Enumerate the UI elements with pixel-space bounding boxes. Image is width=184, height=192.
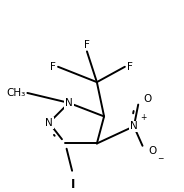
Text: I: I	[71, 178, 76, 191]
Text: CH₃: CH₃	[6, 88, 26, 98]
Text: F: F	[127, 62, 132, 72]
Text: −: −	[157, 154, 163, 163]
Text: O: O	[148, 146, 157, 156]
Text: N: N	[65, 98, 73, 108]
Text: F: F	[50, 62, 56, 72]
Text: F: F	[84, 40, 90, 50]
Text: N: N	[45, 118, 53, 128]
Text: N: N	[130, 121, 138, 131]
Text: +: +	[141, 113, 147, 122]
Text: O: O	[143, 94, 151, 104]
